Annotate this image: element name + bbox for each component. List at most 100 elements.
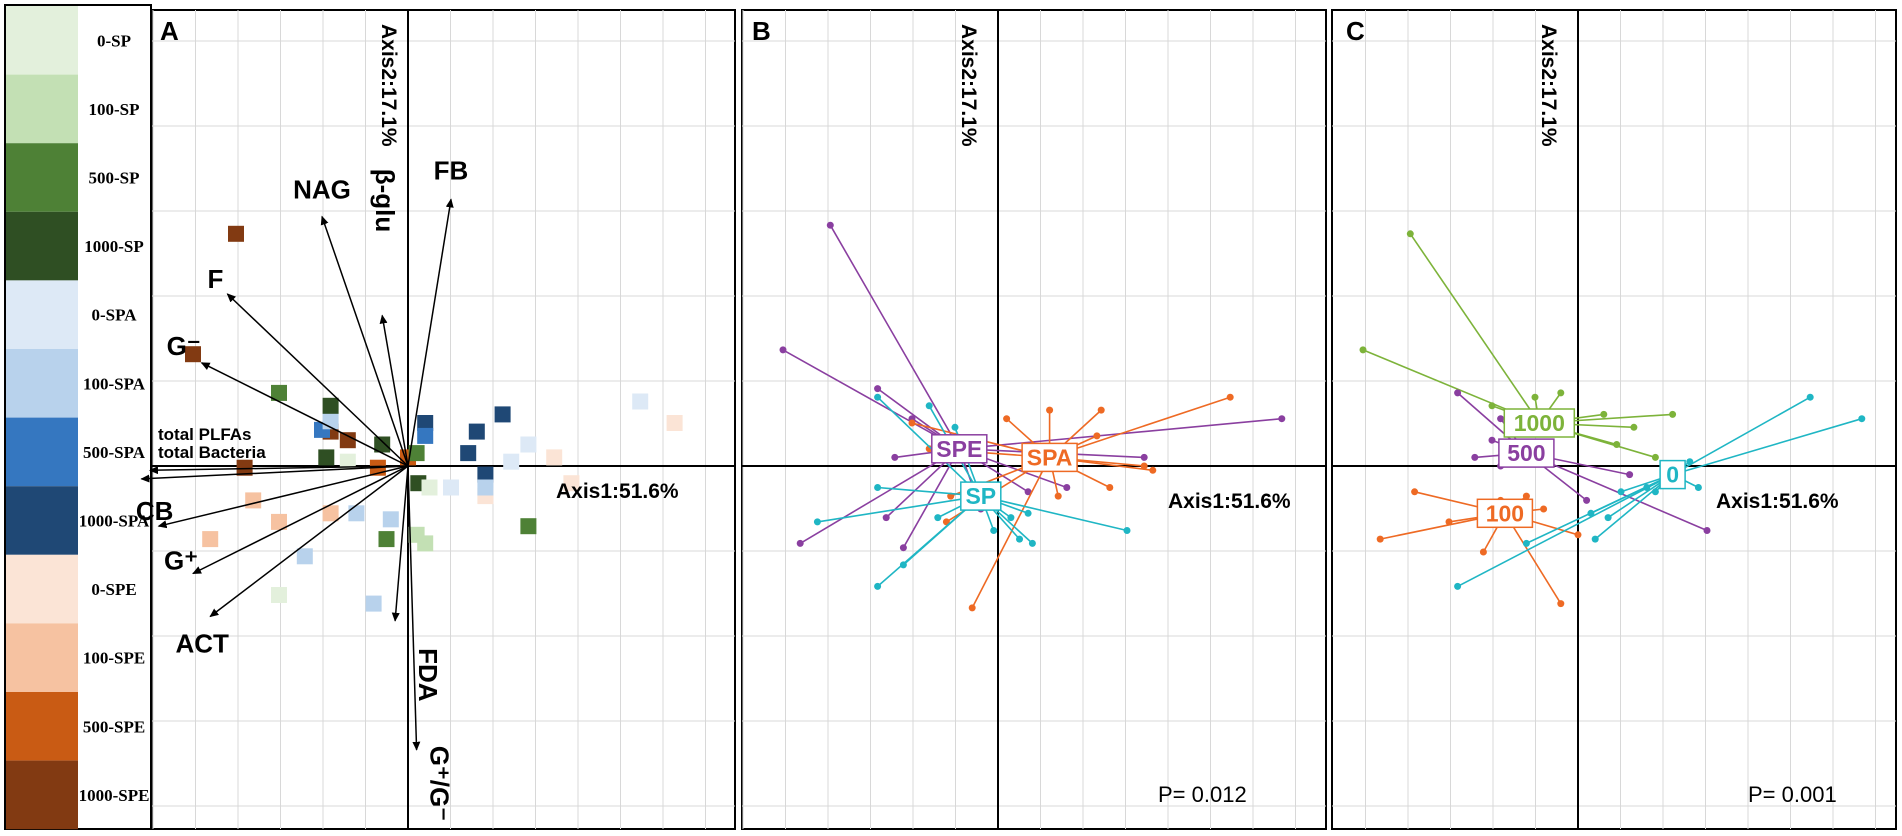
centroid-box-1000 (1503, 408, 1576, 438)
legend-label-0-spa: 0-SPA (91, 306, 137, 325)
panel-a-frame (151, 9, 736, 830)
vector-label-nag: NAG (293, 175, 351, 205)
vector-label-total-bacteria: total Bacteria (158, 443, 266, 462)
sample-point-spa (908, 419, 916, 427)
point-0-sp (271, 587, 287, 603)
legend-swatch-0-spe (6, 554, 78, 624)
point-1000-spe (185, 346, 201, 363)
spoke-spa (971, 457, 1051, 609)
vector-label-act: ACT (175, 629, 229, 659)
point-1000-sp (318, 449, 335, 466)
sample-point-0 (1686, 458, 1694, 466)
sample-point-sp (1016, 535, 1023, 543)
sample-point-spe (1063, 484, 1071, 491)
sample-point-sp (951, 423, 959, 431)
vector-label-g: G⁻ (167, 331, 201, 361)
sample-point-spa (1046, 406, 1054, 414)
sample-point-sp (1028, 539, 1036, 547)
point-1000-spa (417, 415, 434, 431)
spoke-spe (902, 448, 960, 549)
sample-point-spe (874, 385, 882, 393)
point-500-sp (408, 445, 425, 462)
vector-g-g (407, 465, 421, 751)
sample-point-100 (1540, 505, 1548, 513)
sample-point-0 (1587, 509, 1595, 517)
sample-point-500 (1583, 496, 1591, 504)
sample-point-sp (1123, 527, 1131, 534)
centroid-box-100 (1476, 498, 1534, 529)
point-500-sp (378, 531, 395, 548)
sample-point-sp (874, 484, 882, 491)
sample-point-1000 (1531, 393, 1539, 401)
sample-point-sp (934, 514, 942, 522)
sample-point-spa (1093, 432, 1101, 440)
point-0-spa (632, 393, 649, 410)
sample-point-spa (925, 445, 933, 453)
sample-point-spa (1226, 393, 1234, 401)
legend: 0-SP 100-SP 500-SP 1000-SP 0-SPA 100-SPA 500-S… (4, 4, 152, 830)
sample-point-sp (990, 527, 998, 534)
sample-point-0 (1604, 514, 1612, 522)
legend-label-100-sp: 100-SP (89, 100, 140, 119)
panel-b-letter: B (752, 16, 771, 46)
sample-point-0 (1806, 393, 1814, 401)
sample-point-sp (874, 582, 882, 590)
sample-point-500 (1471, 453, 1479, 461)
sample-point-1000 (1651, 453, 1659, 461)
legend-swatch-0-spa (6, 280, 78, 349)
sample-point-100 (1574, 531, 1582, 539)
vector-label-g: G⁺ (164, 546, 198, 576)
sample-point-spa (1054, 492, 1062, 500)
panel-a-xlabel: Axis1:51.6% (556, 480, 679, 503)
sample-point-spa (1097, 406, 1105, 414)
legend-label-500-spa: 500-SPA (83, 443, 146, 462)
vector-f (226, 293, 409, 467)
sample-point-spa (1149, 466, 1157, 474)
centroid-box-500 (1498, 438, 1555, 468)
point-500-sp (520, 518, 537, 535)
sample-point-100 (1479, 548, 1487, 556)
centroid-label-0: 0 (1666, 462, 1679, 488)
panel-c-frame (1331, 9, 1897, 830)
panel-a-ylabel: Axis2:17.1% (377, 24, 400, 147)
spoke-1000 (1409, 233, 1540, 424)
sample-point-500 (1626, 471, 1634, 479)
sample-point-spe (779, 346, 787, 354)
vector-label-fda: FDA (413, 648, 443, 702)
sample-point-1000 (1488, 402, 1496, 410)
legend-swatch-500-spe (6, 692, 78, 761)
sample-point-100 (1522, 492, 1530, 500)
legend-swatch-500-sp (6, 143, 78, 212)
sample-point-spe (882, 514, 890, 522)
sample-point-100 (1557, 600, 1565, 608)
vector-glu (379, 314, 409, 467)
spoke-spe (799, 448, 960, 545)
panel-b-ylabel: Axis2:17.1% (957, 24, 980, 147)
sample-point-500 (1703, 527, 1711, 534)
panel-c-xlabel: Axis1:51.6% (1716, 490, 1839, 513)
spoke-spe (829, 224, 960, 450)
sample-point-spa (1140, 462, 1148, 470)
spoke-sp (877, 495, 982, 588)
vector-g (200, 362, 409, 467)
centroid-label-spe: SPE (936, 436, 982, 462)
point-0-spe (563, 475, 580, 492)
legend-swatch-1000-sp (6, 211, 78, 281)
point-1000-sp (322, 397, 339, 414)
legend-swatch-1000-spa (6, 486, 78, 555)
vector-label-g-g: G⁺/G⁻ (425, 746, 455, 821)
point-1000-spa (468, 423, 485, 440)
legend-label-1000-spa: 1000-SPA (79, 512, 150, 531)
sample-point-1000 (1406, 230, 1414, 238)
centroid-label-100: 100 (1486, 500, 1524, 526)
legend-swatch-100-sp (6, 74, 78, 144)
sample-point-spa (1003, 415, 1011, 423)
panel-a-letter: A (160, 16, 179, 46)
sample-point-1000 (1669, 410, 1677, 418)
point-100-spa (365, 595, 382, 612)
sample-point-1000 (1557, 389, 1565, 397)
point-100-spe (245, 492, 262, 509)
vector-label-f: F (207, 264, 223, 294)
